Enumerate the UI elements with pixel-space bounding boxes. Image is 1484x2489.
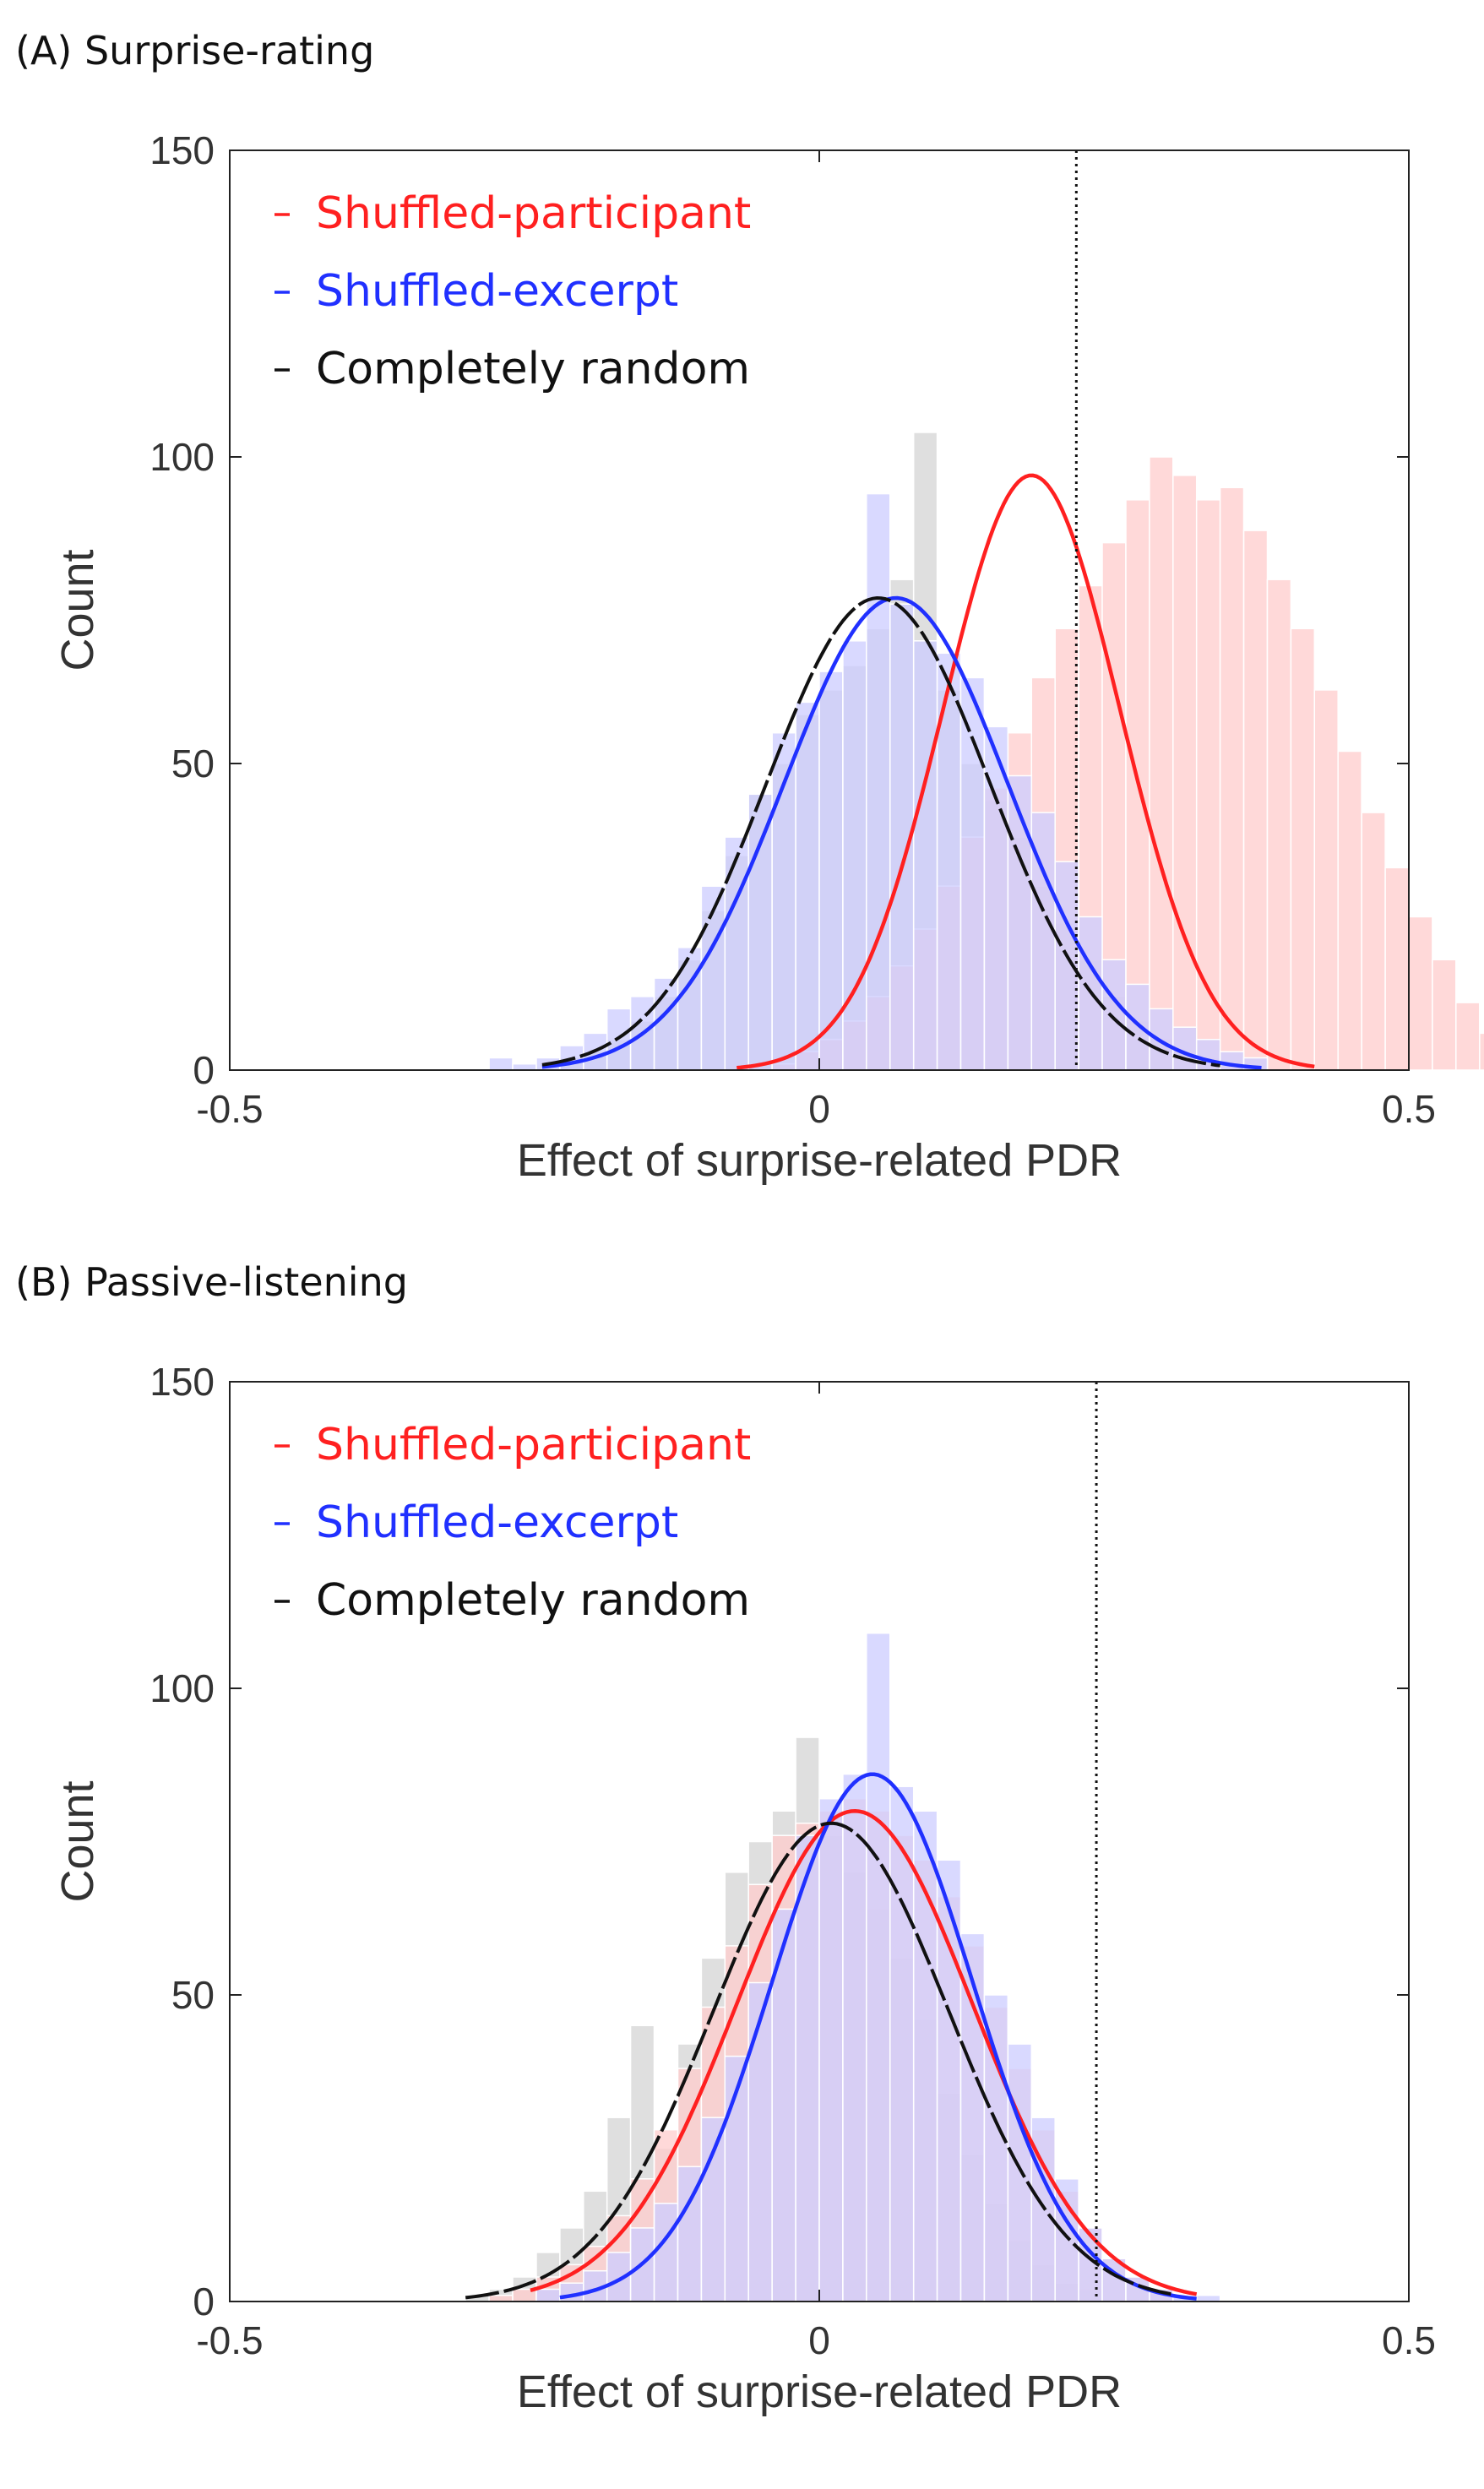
histogram-bar xyxy=(1266,579,1292,1071)
y-axis-label: Count xyxy=(52,549,103,671)
fit-curve-shuffled-excerpt xyxy=(541,595,1262,1070)
histogram-bar xyxy=(1455,1002,1481,1071)
histogram-bar xyxy=(1290,628,1316,1071)
histogram-bar xyxy=(1242,530,1269,1071)
histogram-bar xyxy=(1384,867,1410,1071)
legend-label: Completely random xyxy=(316,1575,750,1626)
histogram-bar xyxy=(1337,750,1362,1071)
histogram-bar xyxy=(747,1981,773,2302)
histogram-bar xyxy=(1432,959,1457,1071)
histogram-bar xyxy=(1408,916,1433,1071)
x-axis-label: Effect of surprise-related PDR xyxy=(517,2367,1122,2417)
histogram-bar xyxy=(1007,2043,1033,2302)
fit-curve-shuffled-participant xyxy=(530,1808,1198,2296)
histogram-bar xyxy=(724,836,749,1071)
y-axis-label: Count xyxy=(52,1780,103,1902)
histogram-bar xyxy=(842,640,867,1071)
histogram-bar xyxy=(795,1834,820,2302)
x-tick-label: -0.5 xyxy=(196,1087,263,1131)
histogram-bar xyxy=(959,1932,986,2302)
histogram-bar xyxy=(488,1057,514,1071)
legend-label: Completely random xyxy=(316,344,750,394)
legend-label: Shuffled-participant xyxy=(316,188,751,239)
panel-title: (A) Surprise-rating xyxy=(15,28,374,73)
histogram-bar xyxy=(1125,499,1150,1071)
panel-title: (B) Passive-listening xyxy=(15,1259,408,1305)
y-tick-label: 50 xyxy=(171,742,215,785)
histogram-bar xyxy=(1149,456,1174,1071)
histogram-bar xyxy=(1313,689,1339,1071)
histogram-bar xyxy=(677,947,703,1071)
histogram-bar xyxy=(1101,959,1127,1071)
y-tick-label: 50 xyxy=(171,1973,215,2017)
histogram-bar xyxy=(866,1632,891,2302)
fit-curves xyxy=(465,1772,1198,2301)
legend: Shuffled-participant Shuffled-excerpt Comp… xyxy=(275,1420,751,1626)
fit-curve-completely-random xyxy=(541,595,1220,1068)
histogram-bar xyxy=(1361,812,1386,1071)
histogram-bar xyxy=(1195,2294,1221,2302)
x-tick-label: -0.5 xyxy=(196,2318,263,2362)
histogram-bar xyxy=(912,640,938,1071)
histogram-bar xyxy=(818,1797,844,2302)
histogram-bar xyxy=(724,2055,749,2302)
histogram-bar xyxy=(1479,1032,1484,1071)
histogram-bar xyxy=(700,2117,726,2302)
legend: Shuffled-participant Shuffled-excerpt Comp… xyxy=(275,188,751,394)
x-tick-label: 0 xyxy=(808,2318,830,2362)
histogram-bar xyxy=(747,793,773,1071)
histogram-bar xyxy=(818,671,844,1071)
x-tick-label: 0.5 xyxy=(1382,1087,1436,1131)
histogram-bar xyxy=(866,492,891,1071)
histogram-bar xyxy=(700,885,726,1071)
y-tick-label: 100 xyxy=(149,435,215,479)
fit-curve-completely-random xyxy=(465,1821,1174,2300)
histogram-bar xyxy=(488,2294,514,2302)
histogram-bar xyxy=(1195,499,1221,1071)
y-tick-label: 150 xyxy=(149,128,215,172)
histogram-bar xyxy=(535,2288,561,2302)
histogram-bars xyxy=(465,1632,1221,2302)
x-axis-label: Effect of surprise-related PDR xyxy=(517,1135,1122,1186)
histogram-bar xyxy=(795,701,820,1071)
histogram-bar xyxy=(1219,486,1245,1071)
fit-curves xyxy=(541,473,1315,1070)
histogram-bar xyxy=(653,2203,679,2302)
histogram-bar xyxy=(1007,774,1033,1071)
y-tick-label: 100 xyxy=(149,1666,215,1710)
histogram-bar xyxy=(842,1773,867,2302)
y-tick-label: 150 xyxy=(149,1360,215,1404)
histogram-bar xyxy=(1125,983,1150,1071)
legend-label: Shuffled-participant xyxy=(316,1420,751,1470)
histogram-bars xyxy=(488,432,1484,1071)
y-tick-label: 0 xyxy=(193,2280,215,2323)
legend-label: Shuffled-excerpt xyxy=(316,1497,678,1548)
histogram-bar xyxy=(512,1062,537,1071)
histogram-bar xyxy=(1054,2178,1079,2302)
histogram-bar xyxy=(912,1810,938,2302)
fit-curve-shuffled-participant xyxy=(737,473,1315,1070)
x-tick-label: 0.5 xyxy=(1382,2318,1436,2362)
fit-curve-shuffled-excerpt xyxy=(559,1772,1197,2301)
y-tick-label: 0 xyxy=(193,1048,215,1092)
histogram-bar xyxy=(1054,861,1079,1071)
x-tick-label: 0 xyxy=(808,1087,830,1131)
histogram-bar xyxy=(1172,475,1198,1071)
legend-label: Shuffled-excerpt xyxy=(316,266,678,317)
histogram-bar xyxy=(983,726,1009,1071)
